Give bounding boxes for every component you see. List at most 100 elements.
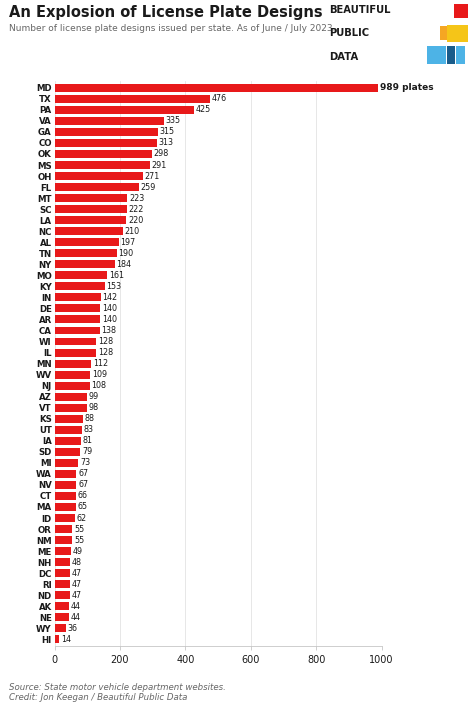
- Bar: [55, 437, 81, 445]
- Bar: [55, 414, 83, 423]
- Bar: [55, 161, 150, 169]
- Bar: [55, 514, 75, 522]
- Bar: [55, 614, 69, 621]
- Text: 55: 55: [74, 525, 84, 534]
- Bar: [55, 249, 117, 257]
- Text: 73: 73: [80, 458, 90, 467]
- Text: 47: 47: [72, 580, 82, 589]
- Text: 98: 98: [88, 403, 98, 412]
- Text: 140: 140: [102, 304, 117, 313]
- Bar: [55, 282, 105, 290]
- Bar: [55, 635, 59, 643]
- Text: PUBLIC: PUBLIC: [329, 28, 370, 38]
- Bar: [55, 216, 127, 224]
- Bar: [55, 492, 76, 500]
- Text: 81: 81: [82, 436, 92, 445]
- Text: 197: 197: [120, 238, 136, 246]
- Bar: [55, 106, 193, 114]
- Text: 222: 222: [129, 205, 144, 214]
- Bar: [55, 183, 139, 191]
- Bar: [55, 558, 70, 566]
- Text: 220: 220: [128, 216, 143, 225]
- Text: 88: 88: [85, 414, 95, 423]
- Text: 128: 128: [98, 337, 113, 346]
- Bar: [55, 205, 127, 213]
- Bar: [55, 271, 107, 280]
- Text: BEAUTIFUL: BEAUTIFUL: [329, 5, 391, 15]
- Text: 36: 36: [68, 624, 78, 633]
- Text: 99: 99: [89, 393, 99, 401]
- Text: 48: 48: [72, 558, 82, 567]
- Bar: [55, 602, 69, 610]
- Bar: [55, 393, 87, 400]
- Bar: [55, 448, 81, 456]
- Bar: [55, 326, 100, 335]
- Text: 79: 79: [82, 448, 92, 456]
- Bar: [55, 261, 115, 268]
- Text: 112: 112: [93, 359, 108, 368]
- Text: 44: 44: [71, 602, 81, 611]
- Text: Number of license plate designs issued per state. As of June / July 2023.: Number of license plate designs issued p…: [9, 24, 336, 33]
- Bar: [55, 371, 90, 378]
- Text: 44: 44: [71, 613, 81, 622]
- Text: 108: 108: [91, 381, 107, 390]
- Bar: [55, 359, 91, 368]
- Text: 989 plates: 989 plates: [380, 83, 434, 92]
- Text: 271: 271: [145, 172, 160, 181]
- Text: 47: 47: [72, 569, 82, 578]
- Text: 109: 109: [92, 370, 107, 379]
- Bar: [55, 580, 70, 588]
- Text: 55: 55: [74, 536, 84, 544]
- Bar: [55, 139, 157, 147]
- Text: 291: 291: [151, 160, 166, 169]
- Text: 128: 128: [98, 348, 113, 357]
- Text: Source: State motor vehicle department websites.
Credit: Jon Keegan / Beautiful : Source: State motor vehicle department w…: [9, 683, 227, 702]
- Bar: [55, 624, 66, 633]
- Bar: [55, 304, 100, 312]
- Text: 184: 184: [116, 260, 131, 269]
- Bar: [55, 84, 378, 92]
- Text: 161: 161: [109, 271, 124, 280]
- Text: 140: 140: [102, 315, 117, 324]
- Bar: [55, 95, 210, 103]
- Text: 14: 14: [61, 635, 71, 644]
- Bar: [55, 382, 90, 390]
- Text: 47: 47: [72, 591, 82, 599]
- Bar: [55, 227, 123, 235]
- Bar: [55, 294, 101, 301]
- Text: An Explosion of License Plate Designs: An Explosion of License Plate Designs: [9, 5, 323, 20]
- Bar: [55, 536, 73, 544]
- Bar: [55, 470, 76, 478]
- Bar: [55, 194, 128, 202]
- Bar: [55, 525, 73, 533]
- Text: 313: 313: [158, 138, 173, 148]
- Text: 298: 298: [154, 150, 169, 158]
- Bar: [55, 481, 76, 489]
- Text: 142: 142: [102, 293, 118, 302]
- Text: 190: 190: [118, 249, 133, 258]
- Bar: [55, 503, 76, 511]
- Text: 210: 210: [125, 227, 140, 236]
- Bar: [55, 547, 71, 555]
- Text: 315: 315: [159, 128, 174, 136]
- Bar: [55, 172, 143, 180]
- Bar: [55, 117, 164, 125]
- Bar: [55, 404, 87, 412]
- Text: 476: 476: [212, 95, 227, 103]
- Bar: [55, 238, 119, 246]
- Text: 83: 83: [83, 425, 93, 434]
- Text: 223: 223: [129, 193, 144, 203]
- Text: DATA: DATA: [329, 52, 359, 61]
- Text: 335: 335: [166, 116, 181, 126]
- Bar: [55, 591, 70, 599]
- Text: 67: 67: [78, 481, 88, 489]
- Text: 66: 66: [78, 491, 88, 501]
- Bar: [55, 569, 70, 577]
- Text: 65: 65: [77, 503, 88, 511]
- Bar: [55, 349, 96, 357]
- Bar: [55, 337, 96, 345]
- Bar: [55, 316, 100, 323]
- Text: 425: 425: [195, 105, 210, 114]
- Text: 62: 62: [76, 513, 87, 522]
- Text: 259: 259: [141, 183, 156, 191]
